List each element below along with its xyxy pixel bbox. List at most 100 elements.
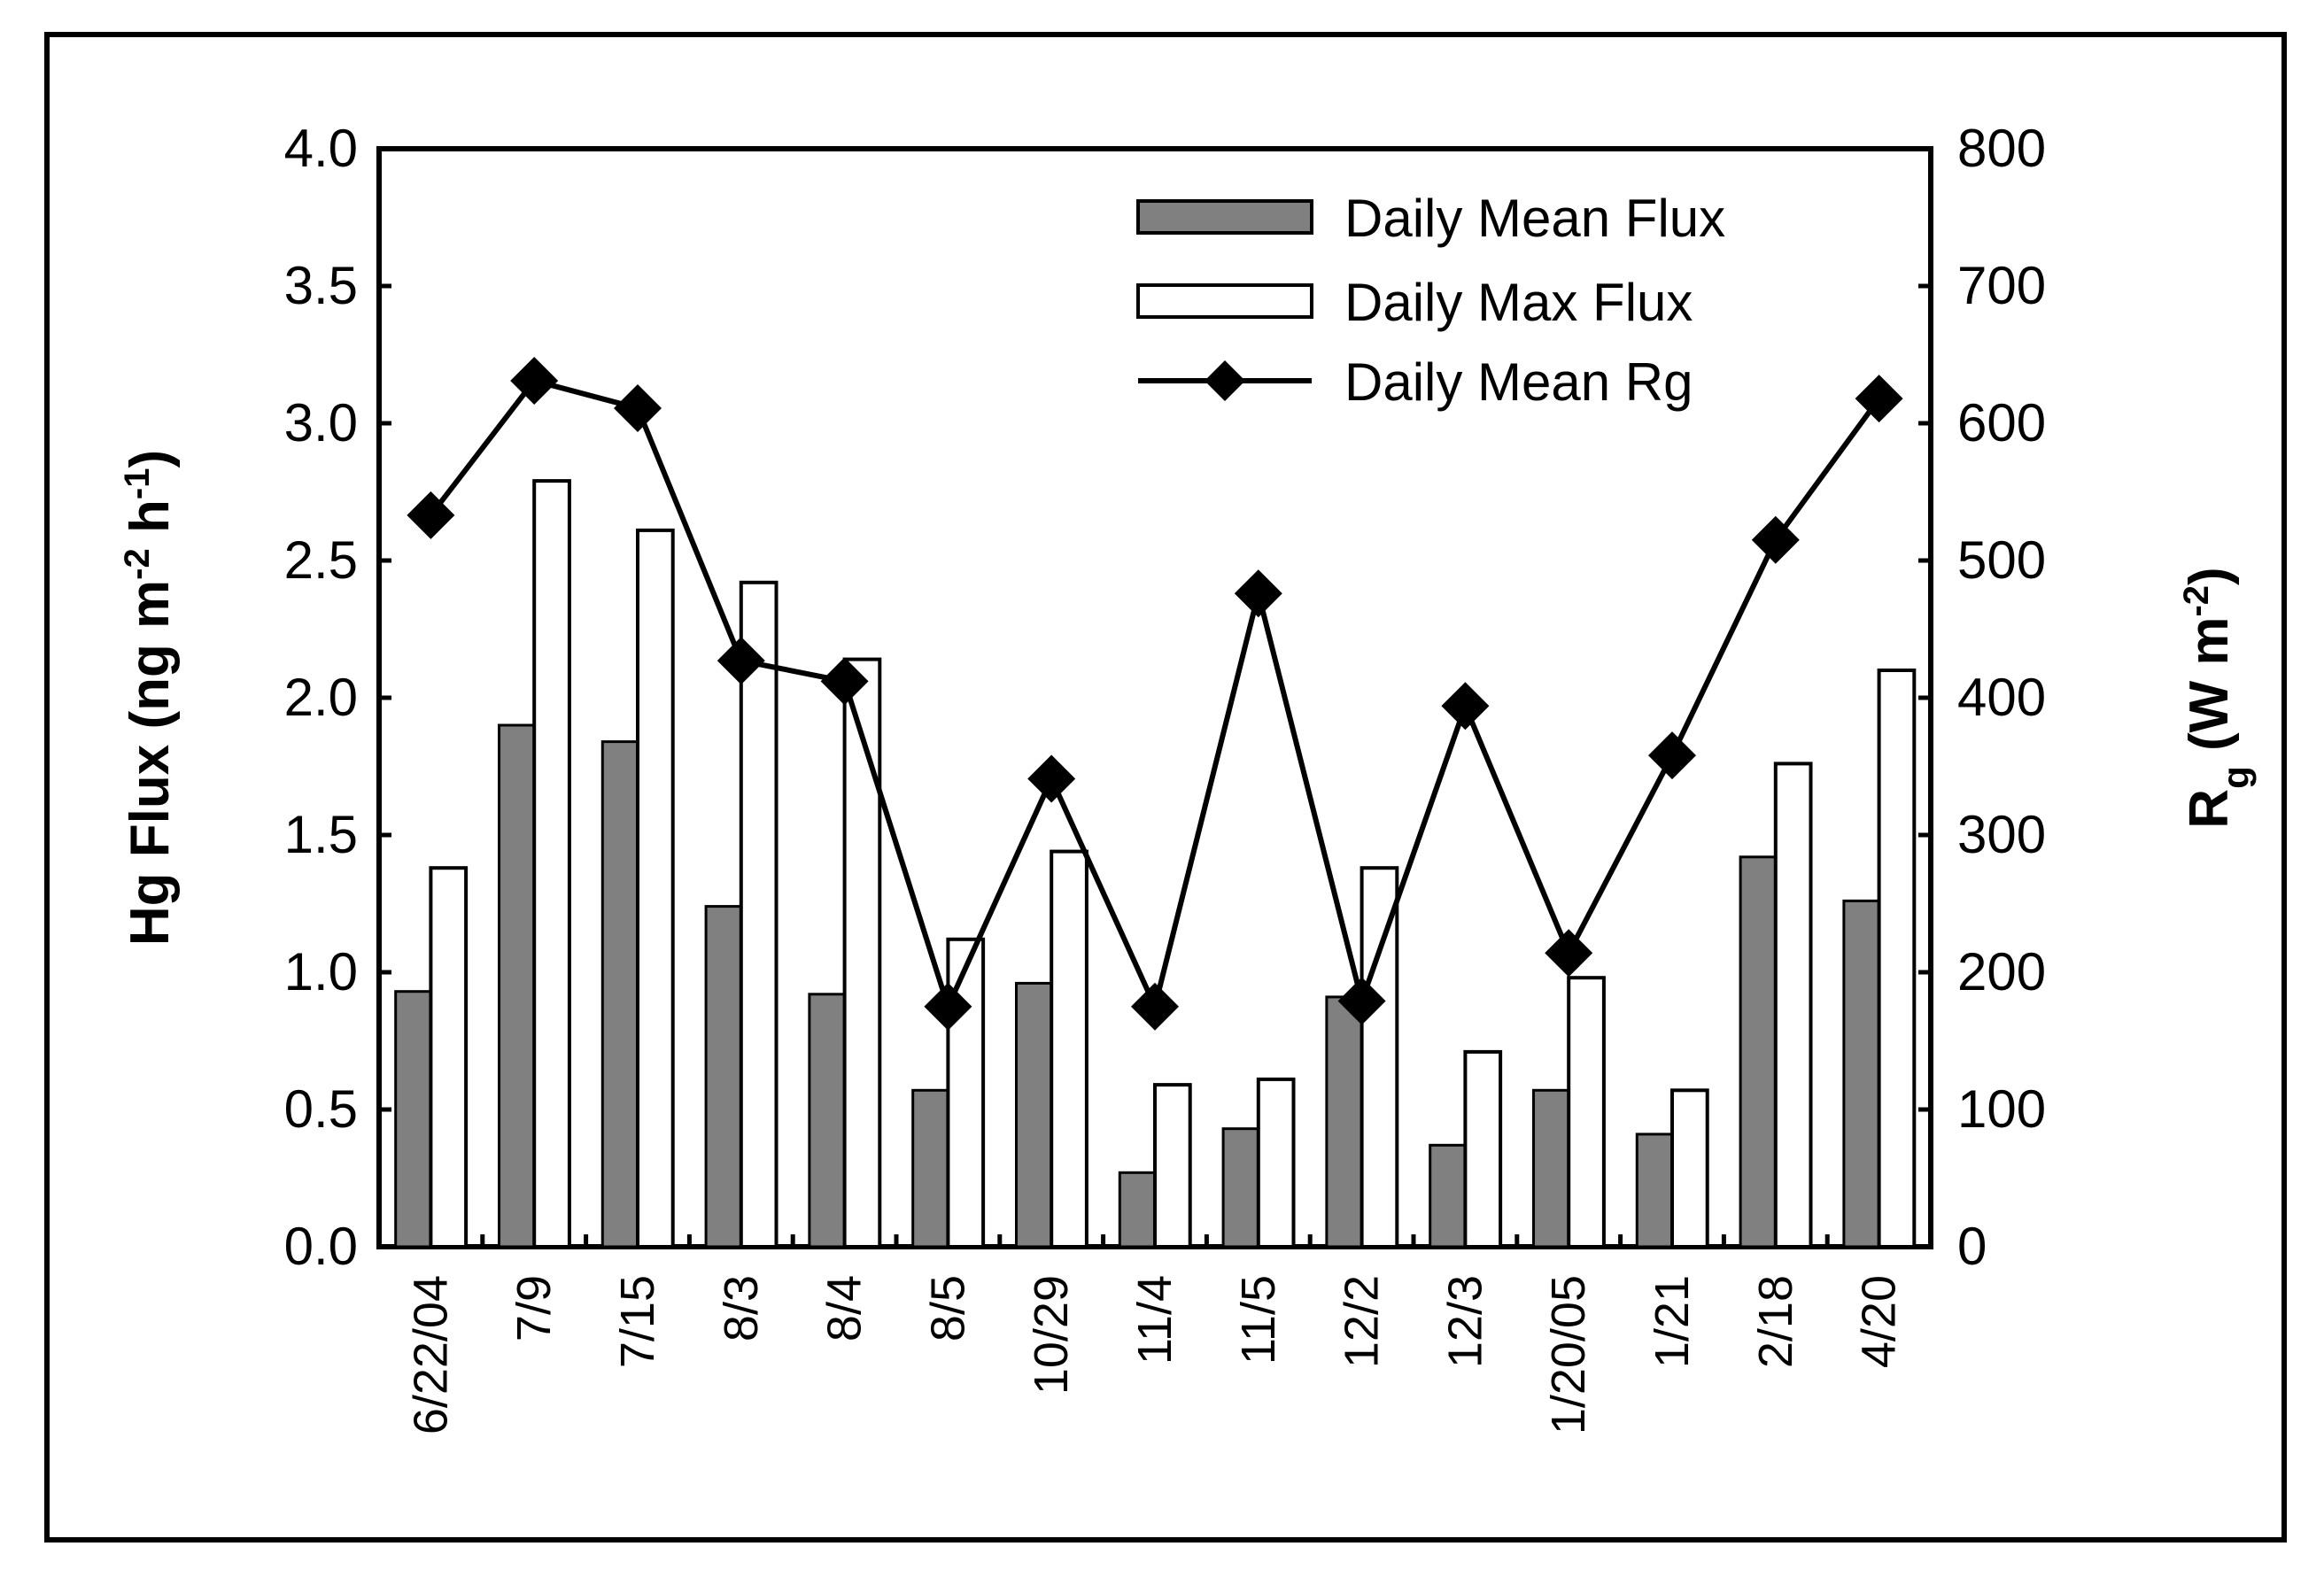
rg-diamond-marker bbox=[1545, 929, 1593, 978]
bar-daily-max-flux bbox=[842, 657, 882, 1249]
left-tick-label: 2.0 bbox=[284, 668, 358, 727]
x-tick-label: 12/2 bbox=[1336, 1275, 1389, 1368]
right-tick-label: 400 bbox=[1957, 668, 2046, 727]
x-tick-label: 1/21 bbox=[1646, 1275, 1699, 1368]
rg-diamond-marker bbox=[1751, 515, 1800, 564]
bar-daily-mean-flux bbox=[394, 990, 432, 1249]
left-tick-label: 3.0 bbox=[284, 393, 358, 452]
rg-diamond-marker bbox=[1855, 375, 1903, 423]
x-axis-ticks bbox=[480, 1234, 1830, 1247]
right-tick-label: 0 bbox=[1957, 1217, 1987, 1276]
left-axis-title-part: ) bbox=[120, 450, 181, 468]
right-tick-label: 300 bbox=[1957, 805, 2046, 864]
x-axis-labels: 6/22/04 7/9 7/15 8/3 8/4 8/5 10/29 11/4 11/5 12/2… bbox=[404, 1275, 1905, 1434]
right-axis-ticks: 0 100 200 300 400 500 600 700 800 bbox=[1918, 119, 2046, 1276]
bar-daily-mean-flux bbox=[1221, 1127, 1260, 1249]
bar-daily-mean-flux bbox=[704, 905, 743, 1249]
bar-daily-mean-flux bbox=[808, 993, 847, 1249]
x-tick-label: 8/5 bbox=[921, 1275, 974, 1341]
right-tick-label: 600 bbox=[1957, 393, 2046, 452]
rg-diamond-marker bbox=[1337, 977, 1386, 1025]
bar-daily-mean-flux bbox=[1118, 1171, 1157, 1249]
bar-daily-max-flux bbox=[532, 479, 571, 1249]
bars bbox=[394, 479, 1917, 1249]
x-tick-label: 11/4 bbox=[1128, 1275, 1181, 1365]
bar-daily-max-flux bbox=[1670, 1088, 1709, 1249]
x-tick-label: 2/18 bbox=[1749, 1275, 1802, 1368]
rg-diamond-marker bbox=[1648, 731, 1696, 780]
bar-daily-max-flux bbox=[636, 528, 675, 1249]
bar-daily-mean-flux bbox=[1325, 995, 1364, 1249]
bar-daily-max-flux bbox=[1050, 849, 1088, 1249]
bar-daily-max-flux bbox=[1877, 669, 1917, 1249]
x-tick-label: 12/3 bbox=[1438, 1275, 1491, 1368]
x-tick-label: 10/29 bbox=[1025, 1275, 1078, 1395]
left-axis-ticks: 0.0 0.5 1.0 1.5 2.0 2.5 3.0 3.5 4.0 bbox=[284, 119, 391, 1276]
left-axis-title-part: h bbox=[120, 499, 181, 548]
bar-daily-max-flux bbox=[1463, 1049, 1503, 1249]
rg-diamond-marker bbox=[1131, 982, 1179, 1031]
left-axis-title: Hg Flux (ng m-2 h-1) bbox=[118, 450, 181, 946]
legend-label-mean-flux: Daily Mean Flux bbox=[1344, 189, 1725, 248]
rg-diamond-marker bbox=[1441, 682, 1490, 731]
right-axis-title-part: R bbox=[2179, 789, 2240, 829]
bar-daily-mean-flux bbox=[600, 740, 639, 1249]
x-tick-label: 7/15 bbox=[611, 1275, 664, 1368]
rg-line-series bbox=[407, 356, 1903, 1031]
legend-swatch-mean-flux bbox=[1136, 199, 1313, 235]
bar-daily-max-flux bbox=[1360, 866, 1399, 1249]
bar-daily-mean-flux bbox=[1842, 899, 1881, 1249]
bar-daily-mean-flux bbox=[497, 723, 536, 1249]
x-tick-label: 6/22/04 bbox=[404, 1275, 457, 1434]
bar-daily-mean-flux bbox=[1014, 981, 1053, 1249]
bar-daily-max-flux bbox=[429, 866, 469, 1249]
x-tick-label: 1/20/05 bbox=[1542, 1275, 1595, 1434]
rg-diamond-marker bbox=[717, 637, 765, 685]
left-tick-label: 0.0 bbox=[284, 1217, 358, 1276]
right-tick-label: 500 bbox=[1957, 530, 2046, 590]
legend: Daily Mean Flux Daily Max Flux Daily Mea… bbox=[1136, 189, 1725, 412]
chart-frame bbox=[44, 32, 2287, 1542]
legend-swatch-max-flux bbox=[1136, 283, 1313, 319]
right-tick-label: 700 bbox=[1957, 256, 2046, 315]
rg-diamond-marker bbox=[1027, 754, 1076, 803]
x-tick-label: 7/9 bbox=[507, 1275, 561, 1341]
left-axis-title-part: Hg Flux (ng m bbox=[120, 580, 181, 946]
bar-daily-max-flux bbox=[1153, 1083, 1192, 1249]
right-axis-title-sub: g bbox=[2215, 766, 2257, 789]
bar-daily-mean-flux bbox=[1429, 1143, 1467, 1249]
left-tick-label: 1.5 bbox=[284, 805, 358, 864]
legend-label-max-flux: Daily Max Flux bbox=[1344, 273, 1693, 332]
right-axis-title: Rg (W m-2) bbox=[2177, 567, 2257, 828]
x-tick-label: 8/3 bbox=[715, 1275, 768, 1341]
bar-daily-max-flux bbox=[1256, 1077, 1296, 1249]
bar-daily-max-flux bbox=[946, 937, 986, 1249]
legend-marker-rg bbox=[1205, 360, 1245, 401]
right-axis-title-sup: -2 bbox=[2177, 585, 2216, 617]
left-tick-label: 4.0 bbox=[284, 119, 358, 178]
bar-daily-mean-flux bbox=[1531, 1088, 1570, 1249]
left-tick-label: 1.0 bbox=[284, 942, 358, 1001]
left-tick-label: 2.5 bbox=[284, 530, 358, 590]
right-tick-label: 200 bbox=[1957, 942, 2046, 1001]
left-tick-label: 0.5 bbox=[284, 1079, 358, 1139]
rg-diamond-marker bbox=[1234, 569, 1282, 618]
rg-diamond-marker bbox=[510, 356, 559, 405]
x-tick-label: 11/5 bbox=[1232, 1275, 1285, 1365]
rg-diamond-marker bbox=[820, 657, 869, 706]
legend-label-rg: Daily Mean Rg bbox=[1344, 352, 1693, 412]
rg-diamond-marker bbox=[407, 491, 455, 539]
bar-daily-max-flux bbox=[739, 580, 779, 1249]
bar-daily-mean-flux bbox=[1739, 855, 1778, 1249]
x-tick-label: 4/20 bbox=[1853, 1275, 1906, 1368]
bar-daily-max-flux bbox=[1773, 762, 1813, 1249]
right-tick-label: 100 bbox=[1957, 1079, 2046, 1139]
bar-daily-mean-flux bbox=[911, 1088, 949, 1249]
x-tick-label: 8/4 bbox=[818, 1275, 872, 1341]
left-axis-title-sup1: -2 bbox=[118, 548, 157, 580]
bar-daily-max-flux bbox=[1567, 976, 1606, 1249]
left-axis-title-sup2: -1 bbox=[118, 468, 157, 500]
right-axis-title-part: (W m bbox=[2179, 617, 2240, 767]
right-tick-label: 800 bbox=[1957, 119, 2046, 178]
